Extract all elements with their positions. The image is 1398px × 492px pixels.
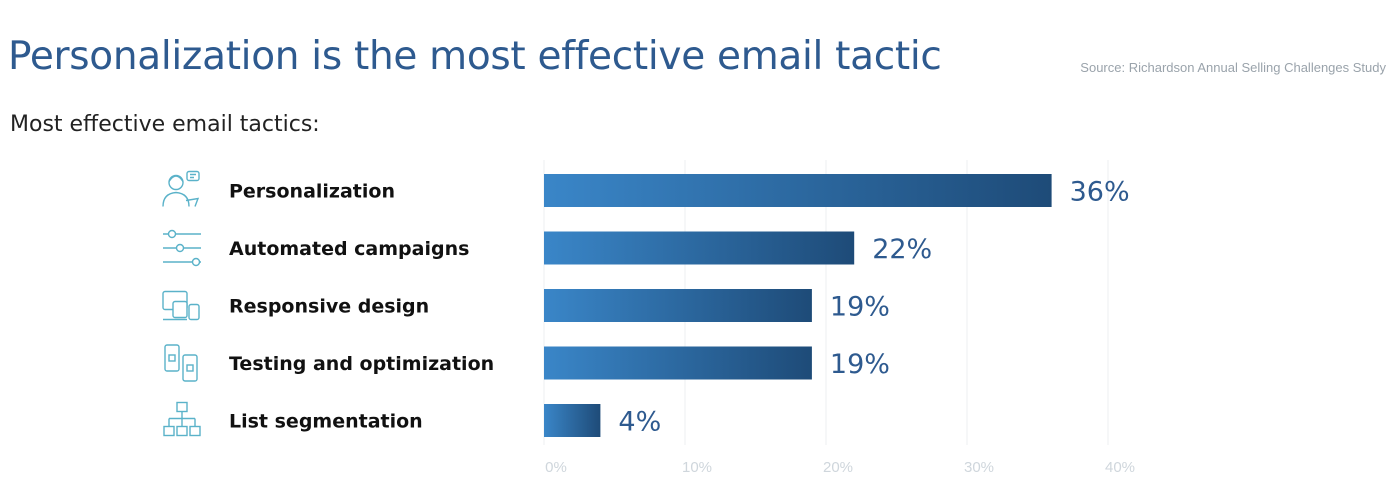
category-label: Personalization [229,181,395,203]
x-tick-label: 20% [823,459,853,476]
bar [544,289,812,322]
value-label: 22% [872,234,932,265]
category-label: List segmentation [229,411,423,433]
phones-icon [164,344,198,382]
bar [544,174,1052,207]
source-note: Source: Richardson Annual Selling Challe… [1080,60,1386,75]
bar [544,231,855,265]
x-tick-label: 10% [682,459,712,476]
value-label: 19% [830,292,890,323]
bar [544,404,601,437]
x-tick-label: 0% [545,459,567,476]
x-tick-label: 40% [1105,459,1135,476]
value-label: 19% [830,349,890,380]
chart-title: Personalization is the most effective em… [8,34,942,79]
value-label: 4% [618,407,661,438]
category-label: Testing and optimization [229,353,494,375]
bar [544,346,812,380]
person-chat-icon [162,170,200,207]
sliders-icon [163,229,201,267]
category-label: Automated campaigns [229,238,469,260]
hierarchy-icon [163,401,201,437]
category-label: Responsive design [229,296,429,318]
x-tick-label: 30% [964,459,994,476]
devices-icon [162,290,200,321]
chart-subtitle: Most effective email tactics: [10,112,320,137]
value-label: 36% [1070,177,1130,208]
